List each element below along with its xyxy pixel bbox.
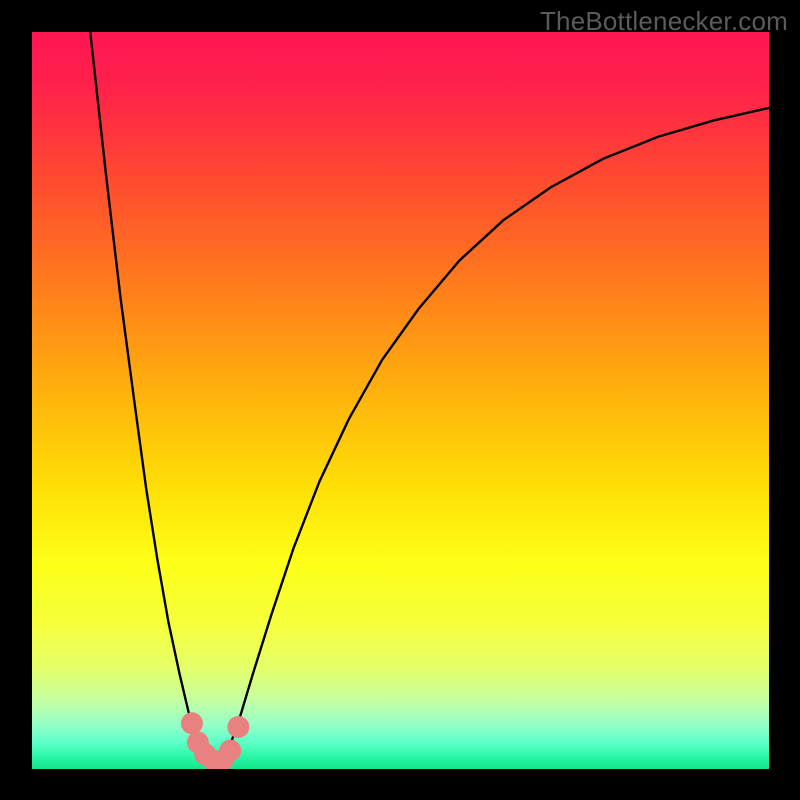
- marker-dot: [219, 740, 241, 762]
- plot-svg: [32, 32, 769, 769]
- plot-area: [32, 32, 769, 769]
- gradient-background: [32, 32, 769, 769]
- chart-canvas: TheBottlenecker.com: [0, 0, 800, 800]
- watermark-label: TheBottlenecker.com: [540, 6, 788, 37]
- marker-dot: [181, 712, 203, 734]
- marker-dot: [227, 716, 249, 738]
